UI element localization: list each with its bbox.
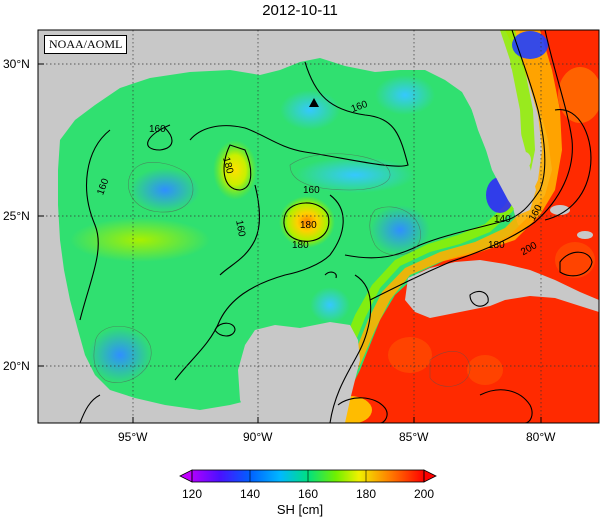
yucatan-peninsula [238,322,360,423]
lon-label: 85°W [399,430,429,444]
contour-label: 160 [303,185,320,196]
contour-label: 160 [149,124,166,135]
contour-lines [79,30,593,423]
low-eddy-east [370,205,430,255]
high-eddy-center [279,196,335,248]
colorbar-tick: 120 [182,487,202,501]
contour-label: 160 [233,219,247,238]
colorbar-tick: 200 [414,487,434,501]
lat-label: 25°N [3,209,30,223]
contour-label: 140 [494,214,511,225]
lat-label: 20°N [3,359,30,373]
contour-label: 180 [220,156,235,175]
colorbar-tick: 180 [356,487,376,501]
colorbar: 120 140 160 180 200 [179,469,437,501]
low-eddy-west [130,168,200,212]
contour-label: 180 [300,220,317,231]
colorbar-max-arrow [423,469,437,483]
lon-label: 90°W [243,430,273,444]
colorbar-tick: 160 [298,487,318,501]
warm-water-east [330,30,599,423]
credit-label: NOAA/AOML [44,35,128,54]
lat-label: 30°N [3,57,30,71]
map-frame [37,29,600,424]
colorbar-min-arrow [179,469,193,483]
contour-label: 180 [488,240,505,251]
colorbar-tick: 140 [240,487,260,501]
map-title: 2012-10-11 [262,2,338,19]
low-eddy-southwest [88,327,152,383]
florida-peninsula [455,30,536,215]
high-eddy-north [213,140,257,200]
contour-label: 180 [292,240,309,251]
lon-label: 95°W [118,430,148,444]
lon-label: 80°W [526,430,556,444]
colorbar-label: SH [cm] [276,502,324,517]
cuba [405,260,599,318]
graticule [38,30,599,423]
triangle-station-icon [309,98,319,107]
